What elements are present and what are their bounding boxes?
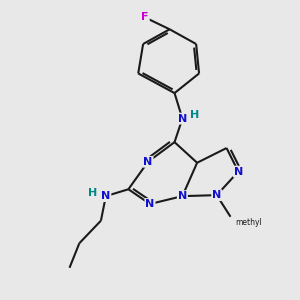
- Text: N: N: [212, 190, 221, 200]
- Text: methyl: methyl: [235, 218, 262, 227]
- Text: N: N: [178, 191, 187, 201]
- Text: F: F: [141, 13, 149, 22]
- Text: N: N: [143, 157, 153, 167]
- Text: N: N: [101, 191, 110, 201]
- Text: N: N: [146, 199, 154, 209]
- Text: H: H: [88, 188, 98, 198]
- Text: H: H: [190, 110, 199, 120]
- Text: N: N: [234, 167, 243, 177]
- Text: N: N: [178, 114, 187, 124]
